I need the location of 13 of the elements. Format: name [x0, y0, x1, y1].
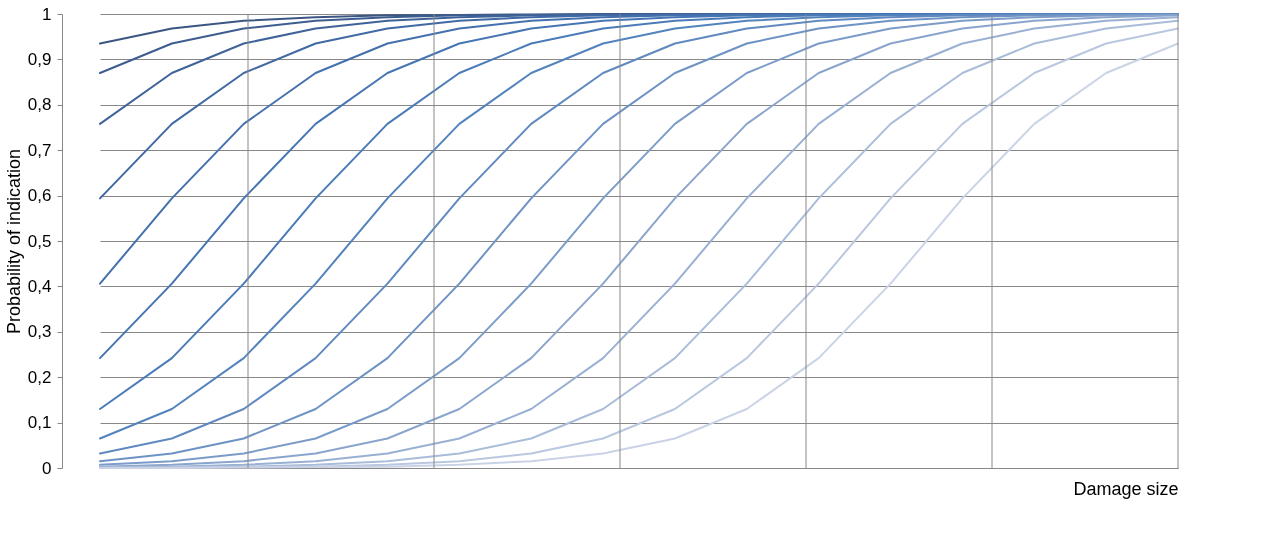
- y-tick-label: 0,5: [27, 231, 52, 251]
- y-tick-label: 0,6: [27, 186, 52, 206]
- x-axis-title: Damage size: [1073, 478, 1179, 499]
- y-tick-label: 0,8: [27, 95, 52, 115]
- y-tick-label: 0,1: [27, 413, 52, 433]
- y-tick-label: 0,9: [27, 49, 52, 69]
- y-tick-label: 0,4: [27, 276, 52, 296]
- y-tick-label: 1: [42, 4, 52, 24]
- y-tick-label: 0: [42, 458, 52, 478]
- y-tick-label: 0,7: [27, 140, 52, 160]
- y-axis-title: Probability of indication: [3, 148, 24, 335]
- y-tick-label: 0,2: [27, 367, 52, 387]
- y-tick-label: 0,3: [27, 322, 52, 342]
